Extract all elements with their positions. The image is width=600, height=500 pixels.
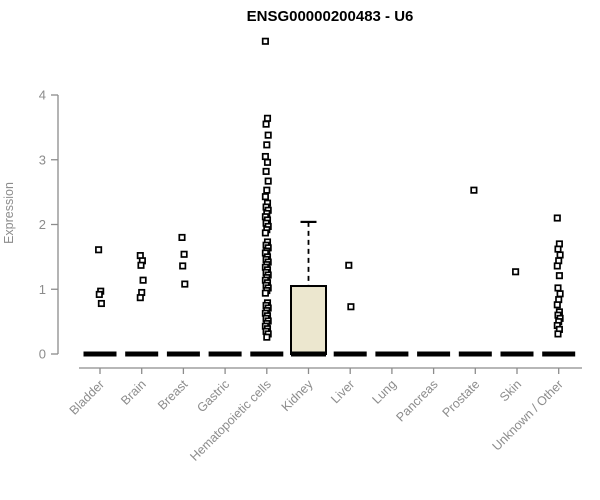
- data-point: [554, 330, 562, 338]
- x-axis-label: Liver: [328, 377, 357, 406]
- data-point: [261, 152, 269, 161]
- data-point: [181, 280, 189, 288]
- data-point: [139, 276, 147, 284]
- x-axis-label: Skin: [497, 377, 524, 404]
- data-point: [95, 290, 103, 298]
- data-point: [347, 303, 355, 311]
- data-point: [97, 299, 105, 308]
- x-axis-label: Prostate: [440, 377, 483, 420]
- median-bar: [375, 351, 409, 357]
- median-bar: [125, 351, 159, 357]
- data-point: [554, 245, 562, 253]
- x-axis-label: Pancreas: [393, 377, 440, 424]
- x-axis-label: Breast: [155, 377, 191, 413]
- data-point: [179, 262, 187, 270]
- data-point: [261, 289, 269, 297]
- y-tick-label: 2: [39, 217, 46, 232]
- plot-content: 0 1 2 3 4 Bladder Brain Breast GastricHematopoie…: [39, 37, 582, 464]
- data-point: [345, 261, 353, 269]
- data-point: [261, 193, 269, 201]
- median-bar: [500, 351, 534, 357]
- data-point: [262, 167, 270, 175]
- median-bar: [166, 351, 200, 357]
- data-point: [264, 131, 272, 139]
- y-tick-label: 0: [39, 347, 46, 362]
- data-point: [263, 186, 271, 194]
- x-axis-label: Hematopoietic cells: [187, 377, 274, 464]
- y-axis-title: Expression: [2, 182, 16, 244]
- data-point: [262, 120, 270, 128]
- data-point: [263, 333, 271, 341]
- median-bar: [417, 351, 451, 357]
- median-bar: [542, 351, 576, 357]
- data-point: [263, 141, 271, 149]
- data-point: [556, 251, 564, 259]
- x-axis-label: Bladder: [67, 377, 107, 417]
- y-tick-label: 1: [39, 282, 46, 297]
- data-point: [470, 186, 478, 194]
- data-point: [178, 233, 186, 242]
- data-point: [553, 214, 561, 222]
- data-point: [137, 261, 145, 269]
- data-point: [261, 229, 269, 237]
- x-axis-label: Gastric: [194, 377, 232, 415]
- data-point: [554, 284, 562, 292]
- median-bar: [458, 351, 492, 357]
- y-tick-label: 4: [39, 88, 46, 103]
- median-bar: [333, 351, 367, 357]
- data-point: [553, 262, 561, 270]
- median-bar: [208, 351, 242, 357]
- median-bar: [83, 351, 117, 357]
- data-point: [555, 272, 563, 280]
- x-axis-label: Kidney: [279, 377, 316, 414]
- data-point: [136, 294, 144, 302]
- data-point: [264, 177, 272, 185]
- x-axis-label: Lung: [369, 377, 399, 407]
- data-point: [261, 37, 269, 45]
- data-point: [512, 268, 520, 276]
- median-bar: [291, 351, 326, 357]
- data-point: [263, 158, 272, 166]
- y-tick-label: 3: [39, 152, 46, 167]
- data-point: [95, 246, 103, 254]
- box: [290, 285, 327, 356]
- data-point: [556, 290, 564, 298]
- x-axis-label: Brain: [118, 377, 149, 408]
- chart-title: ENSG00000200483 - U6: [247, 8, 414, 25]
- data-point: [263, 114, 272, 122]
- x-axis-label: Unknown / Other: [490, 377, 566, 453]
- median-bar: [250, 351, 284, 357]
- data-point: [180, 250, 188, 258]
- data-point: [553, 301, 561, 309]
